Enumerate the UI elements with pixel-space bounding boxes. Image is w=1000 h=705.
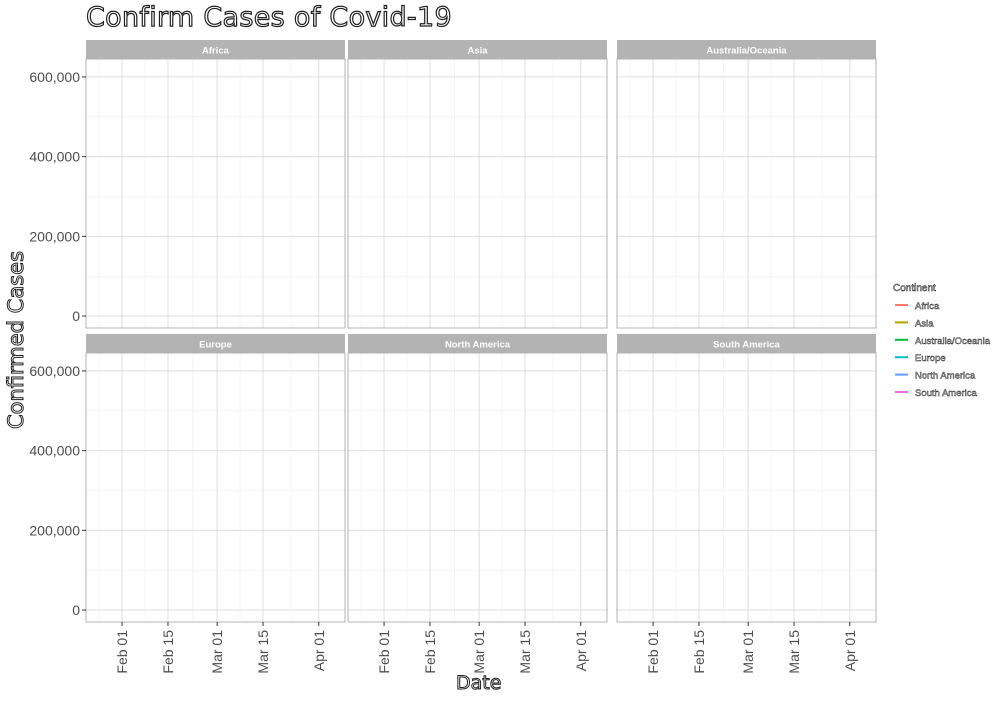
x-tick-label: Mar 01 — [740, 630, 756, 674]
x-tick-label: Apr 01 — [842, 630, 858, 671]
facet-label-africa: Africa — [202, 46, 230, 57]
y-tick-label: 600,000 — [29, 69, 80, 85]
chart-title: Confirm Cases of Covid-19 — [85, 1, 452, 33]
x-tick-label: Mar 01 — [471, 630, 487, 674]
y-tick-label: 200,000 — [29, 228, 80, 244]
x-tick-label: Mar 15 — [517, 630, 533, 674]
legend-title: Continent — [893, 283, 936, 294]
facet-label-asia: Asia — [467, 46, 488, 57]
panel-border-australia-oceania — [616, 58, 877, 329]
x-tick-label: Feb 01 — [114, 630, 130, 674]
x-axis-label: Date — [455, 672, 502, 695]
panel-africa — [86, 59, 345, 328]
panel-north-america — [348, 353, 607, 622]
facet-strip-africa — [86, 40, 345, 59]
legend-label-africa: Africa — [915, 301, 940, 312]
x-tick-label: Mar 01 — [209, 630, 225, 674]
x-tick-label: Mar 15 — [786, 630, 802, 674]
facet-strip-australia-oceania — [617, 40, 876, 59]
panel-australia-oceania — [617, 59, 876, 328]
facet-strip-europe — [86, 334, 345, 353]
y-tick-label: 400,000 — [29, 443, 80, 459]
x-tick-label: Apr 01 — [573, 630, 589, 671]
x-tick-label: Feb 15 — [422, 630, 438, 674]
y-tick-label: 0 — [72, 602, 80, 618]
facet-label-australia-oceania: Australia/Oceania — [706, 46, 787, 57]
panel-border-south-america — [616, 352, 877, 623]
panel-asia — [348, 59, 607, 328]
facet-strip-asia — [348, 40, 607, 59]
panel-europe — [86, 353, 345, 622]
y-tick-label: 600,000 — [29, 363, 80, 379]
x-tick-label: Mar 15 — [255, 630, 271, 674]
x-tick-label: Feb 15 — [691, 630, 707, 674]
facet-strip-south-america — [617, 334, 876, 353]
y-tick-label: 0 — [72, 308, 80, 324]
y-axis-label: Confirmed Cases — [4, 250, 29, 430]
legend-label-asia: Asia — [915, 318, 934, 329]
panel-border-africa — [85, 58, 346, 329]
panel-south-america — [617, 353, 876, 622]
x-tick-label: Apr 01 — [311, 630, 327, 671]
legend-label-europe: Europe — [915, 353, 946, 364]
y-tick-label: 400,000 — [29, 149, 80, 165]
legend-label-australia-oceania: Australia/Oceania — [915, 336, 991, 347]
y-tick-label: 200,000 — [29, 522, 80, 538]
legend-label-north-america: North America — [915, 371, 976, 382]
x-tick-label: Feb 01 — [645, 630, 661, 674]
facet-label-europe: Europe — [199, 340, 232, 351]
panel-border-europe — [85, 352, 346, 623]
x-tick-label: Feb 01 — [376, 630, 392, 674]
facet-label-north-america: North America — [445, 340, 511, 351]
x-tick-label: Feb 15 — [160, 630, 176, 674]
facet-strip-north-america — [348, 334, 607, 353]
panel-border-asia — [347, 58, 608, 329]
panel-border-north-america — [347, 352, 608, 623]
legend-label-south-america: South America — [915, 388, 977, 399]
facet-label-south-america: South America — [713, 340, 780, 351]
